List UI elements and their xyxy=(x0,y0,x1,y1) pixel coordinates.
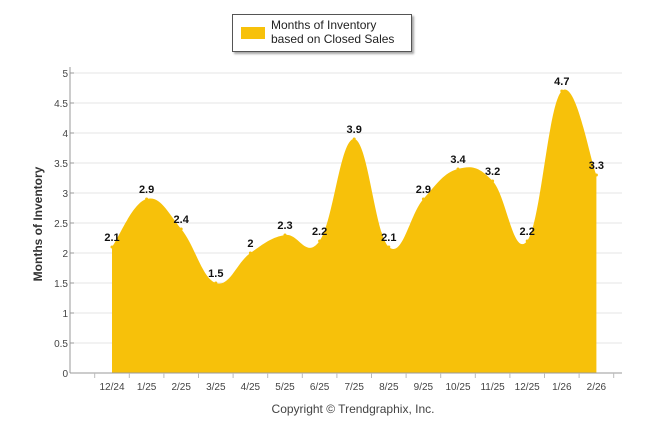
data-point xyxy=(214,281,218,285)
x-tick-label: 12/24 xyxy=(99,382,124,393)
x-tick-label: 10/25 xyxy=(445,382,470,393)
data-label: 3.3 xyxy=(589,160,604,172)
data-label: 2.2 xyxy=(520,226,535,238)
data-point xyxy=(560,89,564,93)
y-tick-label: 0.5 xyxy=(54,339,68,350)
data-point xyxy=(145,197,149,201)
data-point xyxy=(352,137,356,141)
x-tick-label: 2/25 xyxy=(171,382,191,393)
y-tick-label: 1 xyxy=(62,309,68,320)
data-point xyxy=(248,251,252,255)
x-tick-label: 2/26 xyxy=(587,382,607,393)
legend-label: Months of Inventory based on Closed Sale… xyxy=(271,18,395,46)
axes: 0 0.5 1 1.5 2 2.5 3 3.5 4 4.5 5 12/24 1/25 2/25 3/25 4/… xyxy=(54,67,622,393)
data-label: 2.1 xyxy=(104,232,119,244)
y-tick-label: 1.5 xyxy=(54,279,68,290)
data-point xyxy=(179,227,183,231)
x-tick-label: 1/26 xyxy=(552,382,572,393)
data-label: 2.9 xyxy=(139,184,154,196)
y-tick-label: 4.5 xyxy=(54,99,68,110)
x-tick-label: 3/25 xyxy=(206,382,226,393)
data-label: 2.1 xyxy=(381,232,396,244)
y-tick-label: 2.5 xyxy=(54,219,68,230)
data-point xyxy=(421,197,425,201)
data-point xyxy=(594,173,598,177)
x-tick-label: 7/25 xyxy=(344,382,364,393)
data-point xyxy=(283,233,287,237)
data-label: 3.9 xyxy=(347,124,362,136)
data-point xyxy=(491,179,495,183)
data-point xyxy=(387,245,391,249)
data-label: 2 xyxy=(247,238,253,250)
data-label: 4.7 xyxy=(554,76,569,88)
legend-swatch xyxy=(241,27,265,39)
data-point xyxy=(318,239,322,243)
copyright-credit: Copyright © Trendgraphix, Inc. xyxy=(271,402,435,416)
data-label: 2.9 xyxy=(416,184,431,196)
x-tick-label: 8/25 xyxy=(379,382,399,393)
data-point xyxy=(456,167,460,171)
data-point xyxy=(110,245,114,249)
x-tick-label: 1/25 xyxy=(137,382,157,393)
data-label: 3.4 xyxy=(450,154,466,166)
data-labels: 2.1 2.9 2.4 1.5 2 2.3 2.2 3.9 2.1 2.9 3.4 3.2 2.2 4.7… xyxy=(104,76,604,280)
area-series xyxy=(110,89,598,374)
y-tick-label: 3.5 xyxy=(54,159,68,170)
y-tick-label: 3 xyxy=(62,189,68,200)
y-tick-label: 0 xyxy=(62,369,68,380)
data-label: 2.4 xyxy=(174,214,190,226)
legend: Months of Inventory based on Closed Sale… xyxy=(232,14,412,52)
x-tick-label: 5/25 xyxy=(275,382,295,393)
y-tick-label: 5 xyxy=(62,69,68,80)
x-tick-label: 12/25 xyxy=(515,382,540,393)
x-tick-label: 11/25 xyxy=(480,382,505,393)
data-label: 2.3 xyxy=(277,220,292,232)
x-tick-label: 9/25 xyxy=(414,382,434,393)
data-point xyxy=(525,239,529,243)
data-label: 2.2 xyxy=(312,226,327,238)
y-axis-title: Months of Inventory xyxy=(31,166,45,281)
y-tick-label: 4 xyxy=(62,129,68,140)
x-tick-label: 4/25 xyxy=(241,382,261,393)
y-tick-label: 2 xyxy=(62,249,68,260)
x-tick-label: 6/25 xyxy=(310,382,330,393)
data-label: 1.5 xyxy=(208,268,223,280)
data-label: 3.2 xyxy=(485,166,500,178)
area-fill xyxy=(112,89,597,374)
